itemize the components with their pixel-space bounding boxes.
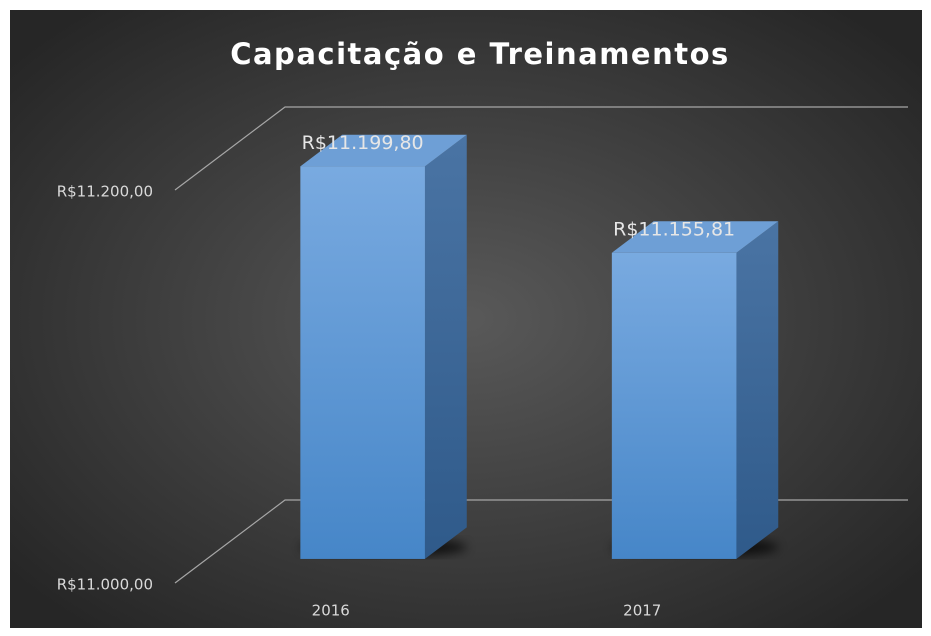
y-tick-label: R$11.000,00 [57, 576, 153, 594]
grid-line [174, 106, 908, 191]
y-tick-label: R$11.200,00 [57, 183, 153, 201]
x-tick-label: 2017 [623, 602, 661, 620]
bar [611, 252, 737, 559]
data-label: R$11.199,80 [302, 132, 424, 154]
bar-top [611, 221, 779, 253]
chart-title: Capacitação e Treinamentos [230, 37, 730, 71]
bar-side [736, 221, 779, 559]
data-label: R$11.155,81 [613, 218, 735, 240]
bar-top [300, 134, 467, 167]
x-tick-label: 2016 [312, 602, 350, 620]
bar [300, 166, 425, 559]
bar-side [424, 134, 467, 559]
